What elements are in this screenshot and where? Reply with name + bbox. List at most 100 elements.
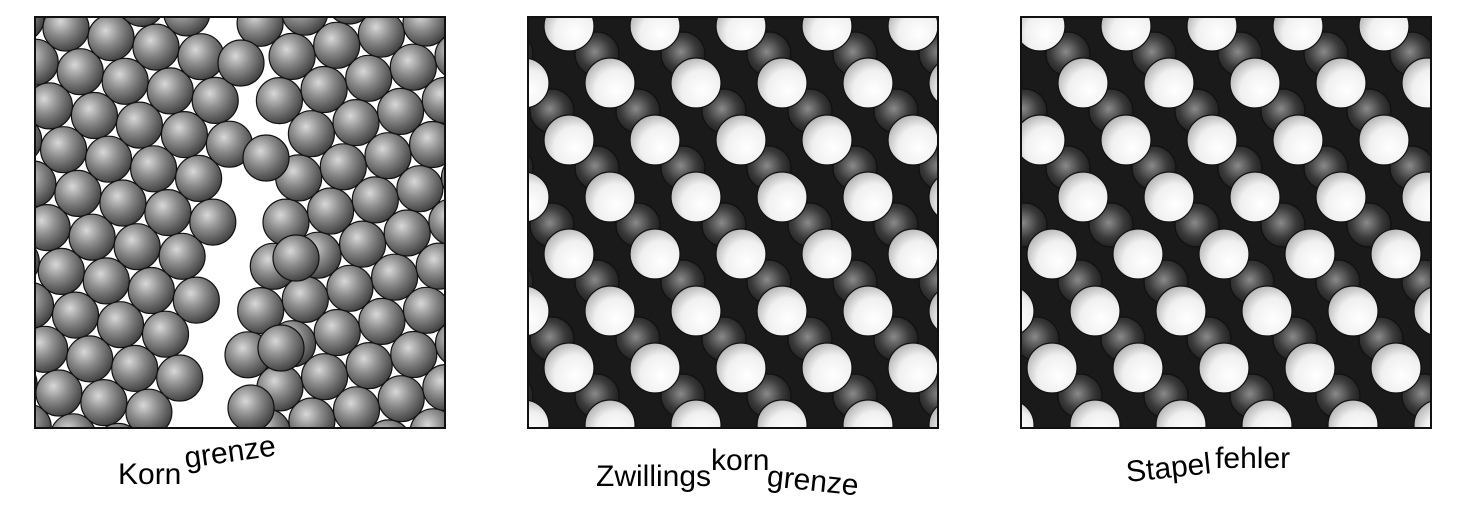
grain-atom [68,213,116,261]
grain-atom [326,264,374,312]
upper-layer-atom [1186,18,1238,52]
grain-atom [80,379,128,427]
upper-layer-atom [1370,228,1422,280]
grain-atom [236,18,284,47]
grain-atom [127,266,175,315]
grain-atom [357,18,405,58]
upper-layer-atom [715,114,767,166]
grain-atom [36,204,71,252]
grain-atom [434,37,444,76]
grain-atom [383,209,431,257]
stapelfehler-caption: Stapelfehler [1124,440,1290,520]
upper-layer-atom [756,57,808,109]
grain-atom [319,143,367,191]
upper-layer-atom [1026,228,1078,280]
upper-layer-atom [928,63,937,103]
grain-atom [111,344,159,392]
upper-layer-atom [543,18,595,52]
upper-layer-atom [1413,401,1430,427]
grain-atom [132,23,180,71]
upper-layer-atom [842,399,894,427]
upper-layer-atom [1413,287,1430,335]
caption-part: korn [711,444,770,477]
upper-layer-atom [1069,285,1121,337]
grain-atom [191,76,239,125]
grain-atom [421,76,444,124]
grain-atom [36,404,52,427]
upper-layer-atom [1143,57,1195,109]
caption-part: Zwillings [596,460,712,493]
stapelfehler-panel [1020,16,1432,429]
grain-atom [440,165,444,190]
grain-atom [313,21,361,69]
grain-atom [36,325,69,373]
upper-layer-atom [1358,114,1410,166]
grain-atom [333,18,366,25]
grain-atom [402,18,444,47]
grain-boundary-atoms [36,18,444,427]
upper-layer-atom [629,114,681,166]
upper-layer-atom [1284,342,1336,394]
grain-atom [351,176,399,224]
grain-atom [144,189,192,237]
upper-layer-atom [1155,285,1207,337]
upper-layer-atom [1370,342,1422,394]
upper-layer-atom [670,171,722,223]
upper-layer-atom [801,342,853,394]
grain-atom [189,198,237,246]
upper-layer-atom [1241,285,1293,337]
upper-layer-atom [887,228,937,280]
grain-atom [332,98,380,147]
upper-layer-atom [543,228,595,280]
grain-atom [345,342,393,390]
upper-layer-atom [1198,342,1250,394]
grain-atom [268,32,316,81]
upper-layer-atom [1057,171,1109,223]
upper-layer-atom [584,171,636,223]
upper-layer-atom [842,285,894,337]
boundary-atom [242,134,290,182]
upper-layer-atom [1112,228,1164,280]
grain-atom [281,18,328,36]
grain-atom [36,18,45,37]
caption-part: grenze [182,429,279,476]
upper-layer-atom [801,228,853,280]
upper-layer-atom [629,342,681,394]
upper-layer-atom [1057,57,1109,109]
upper-layer-atom [529,171,550,223]
grain-atom [99,179,147,227]
upper-layer-atom [1186,114,1238,166]
upper-layer-atom [629,18,681,52]
grain-atom [42,18,90,52]
upper-layer-atom [1022,18,1066,52]
upper-layer-atom [1327,399,1379,427]
upper-layer-atom [529,285,550,337]
grain-atom [255,76,303,125]
upper-layer-atom [670,57,722,109]
grain-atom [84,135,133,183]
stacking-fault-atoms [1022,18,1430,427]
grain-atom [364,132,412,180]
upper-layer-atom [584,285,636,337]
grain-atom [113,223,161,271]
upper-layer-atom [543,342,595,394]
grain-atom [434,324,444,363]
zwillingskorngrenze-caption: Zwillingskorngrenze [596,440,861,520]
grain-atom [66,335,114,383]
upper-layer-atom [1229,57,1281,109]
upper-layer-atom [928,177,937,217]
grain-atom [301,353,349,401]
upper-layer-atom [1272,114,1324,166]
upper-layer-atom [1198,228,1250,280]
upper-layer-atom [887,114,937,166]
upper-layer-atom [1069,399,1121,427]
upper-layer-atom [529,57,550,109]
upper-layer-atom [887,18,937,52]
upper-layer-atom [670,285,722,337]
caption-part: Korn [118,458,182,491]
grain-atom [288,397,336,427]
grain-atom [36,38,59,86]
grain-atom [396,165,444,213]
grain-atom [163,18,210,37]
upper-layer-atom [1315,171,1367,223]
